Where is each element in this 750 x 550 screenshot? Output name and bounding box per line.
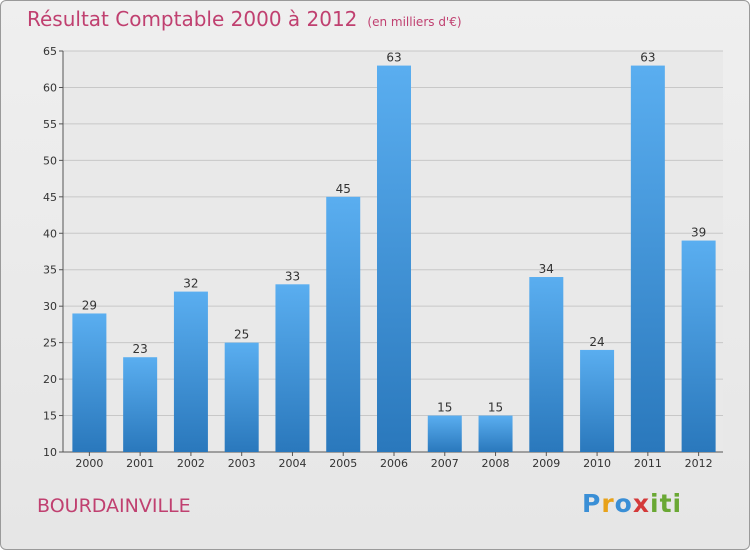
commune-name: BOURDAINVILLE xyxy=(37,495,191,517)
x-tick-label: 2002 xyxy=(177,457,205,470)
x-tick-label: 2010 xyxy=(583,457,611,470)
y-tick-label: 65 xyxy=(43,45,57,58)
proxiti-logo: Proxiti xyxy=(582,489,682,518)
data-label: 34 xyxy=(539,262,554,276)
y-tick-label: 35 xyxy=(43,264,57,277)
data-label: 63 xyxy=(386,51,401,65)
bar xyxy=(224,342,259,452)
y-tick-label: 10 xyxy=(43,446,57,459)
logo-letter: r xyxy=(601,489,615,518)
y-tick-label: 20 xyxy=(43,373,57,386)
y-tick-label: 15 xyxy=(43,410,57,423)
bar xyxy=(681,240,716,452)
data-label: 29 xyxy=(82,298,97,312)
logo-letter: ti xyxy=(659,489,683,518)
y-tick-label: 55 xyxy=(43,118,57,131)
x-tick-label: 2005 xyxy=(329,457,357,470)
bar xyxy=(630,65,665,452)
chart-title: Résultat Comptable 2000 à 2012 (en millie… xyxy=(27,7,462,31)
data-label: 15 xyxy=(488,401,503,415)
data-label: 15 xyxy=(437,401,452,415)
bar xyxy=(326,196,361,452)
bar xyxy=(377,65,411,452)
logo-letter: o xyxy=(614,489,633,518)
x-tick-label: 2006 xyxy=(380,457,408,470)
x-tick-label: 2004 xyxy=(278,457,306,470)
data-label: 32 xyxy=(183,277,198,291)
logo-letter: x xyxy=(632,489,650,518)
y-tick-label: 40 xyxy=(43,227,57,240)
bar xyxy=(478,415,513,452)
data-label: 23 xyxy=(133,342,148,356)
x-tick-label: 2008 xyxy=(482,457,510,470)
x-tick-label: 2012 xyxy=(685,457,713,470)
data-label: 45 xyxy=(336,182,351,196)
bar xyxy=(173,291,208,452)
y-tick-label: 45 xyxy=(43,191,57,204)
y-tick-label: 30 xyxy=(43,300,57,313)
logo-letter: i xyxy=(650,489,660,518)
logo-letter: P xyxy=(582,489,602,518)
bar xyxy=(529,277,564,452)
y-tick-label: 25 xyxy=(43,337,57,350)
bar xyxy=(123,357,158,452)
data-label: 25 xyxy=(234,328,249,342)
chart-unit-label: (en milliers d'€) xyxy=(367,15,462,29)
y-tick-label: 50 xyxy=(43,154,57,167)
bar xyxy=(72,313,107,452)
bar xyxy=(275,284,310,452)
data-label: 39 xyxy=(691,226,706,240)
chart-title-main: Résultat Comptable 2000 à 2012 xyxy=(27,7,358,31)
x-tick-label: 2007 xyxy=(431,457,459,470)
bar xyxy=(580,349,615,452)
x-tick-label: 2009 xyxy=(532,457,560,470)
bar xyxy=(427,415,462,452)
data-label: 63 xyxy=(640,51,655,65)
x-tick-label: 2011 xyxy=(634,457,662,470)
x-tick-label: 2000 xyxy=(75,457,103,470)
x-tick-label: 2001 xyxy=(126,457,154,470)
y-tick-label: 60 xyxy=(43,81,57,94)
x-tick-label: 2003 xyxy=(228,457,256,470)
data-label: 33 xyxy=(285,269,300,283)
data-label: 24 xyxy=(589,335,604,349)
